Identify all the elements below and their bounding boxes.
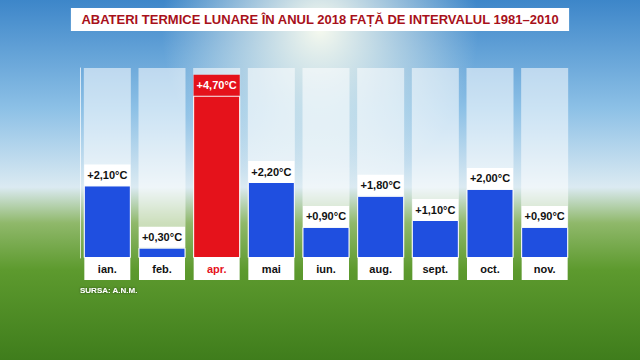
svg-text:aug.: aug.: [369, 263, 392, 275]
svg-text:ABATERI TERMICE LUNARE ÎN ANUL: ABATERI TERMICE LUNARE ÎN ANUL 2018 FAȚĂ…: [81, 12, 558, 27]
svg-text:sept.: sept.: [422, 263, 448, 275]
svg-text:+2,00°C: +2,00°C: [470, 172, 510, 184]
svg-text:+1,10°C: +1,10°C: [415, 204, 455, 216]
svg-text:apr.: apr.: [207, 263, 227, 275]
svg-text:+2,10°C: +2,10°C: [87, 169, 127, 181]
svg-text:+0,90°C: +0,90°C: [525, 210, 565, 222]
svg-text:iun.: iun.: [316, 263, 336, 275]
svg-text:ian.: ian.: [98, 263, 117, 275]
svg-text:mai: mai: [262, 263, 281, 275]
svg-text:+4,70°C: +4,70°C: [197, 79, 237, 91]
svg-text:+0,30°C: +0,30°C: [142, 231, 182, 243]
svg-text:+0,90°C: +0,90°C: [306, 210, 346, 222]
svg-text:SURSA: A.N.M.: SURSA: A.N.M.: [80, 286, 137, 295]
svg-text:feb.: feb.: [152, 263, 172, 275]
svg-text:+2,20°C: +2,20°C: [251, 166, 291, 178]
svg-text:oct.: oct.: [480, 263, 500, 275]
svg-text:+1,80°C: +1,80°C: [361, 179, 401, 191]
svg-text:nov.: nov.: [534, 263, 556, 275]
